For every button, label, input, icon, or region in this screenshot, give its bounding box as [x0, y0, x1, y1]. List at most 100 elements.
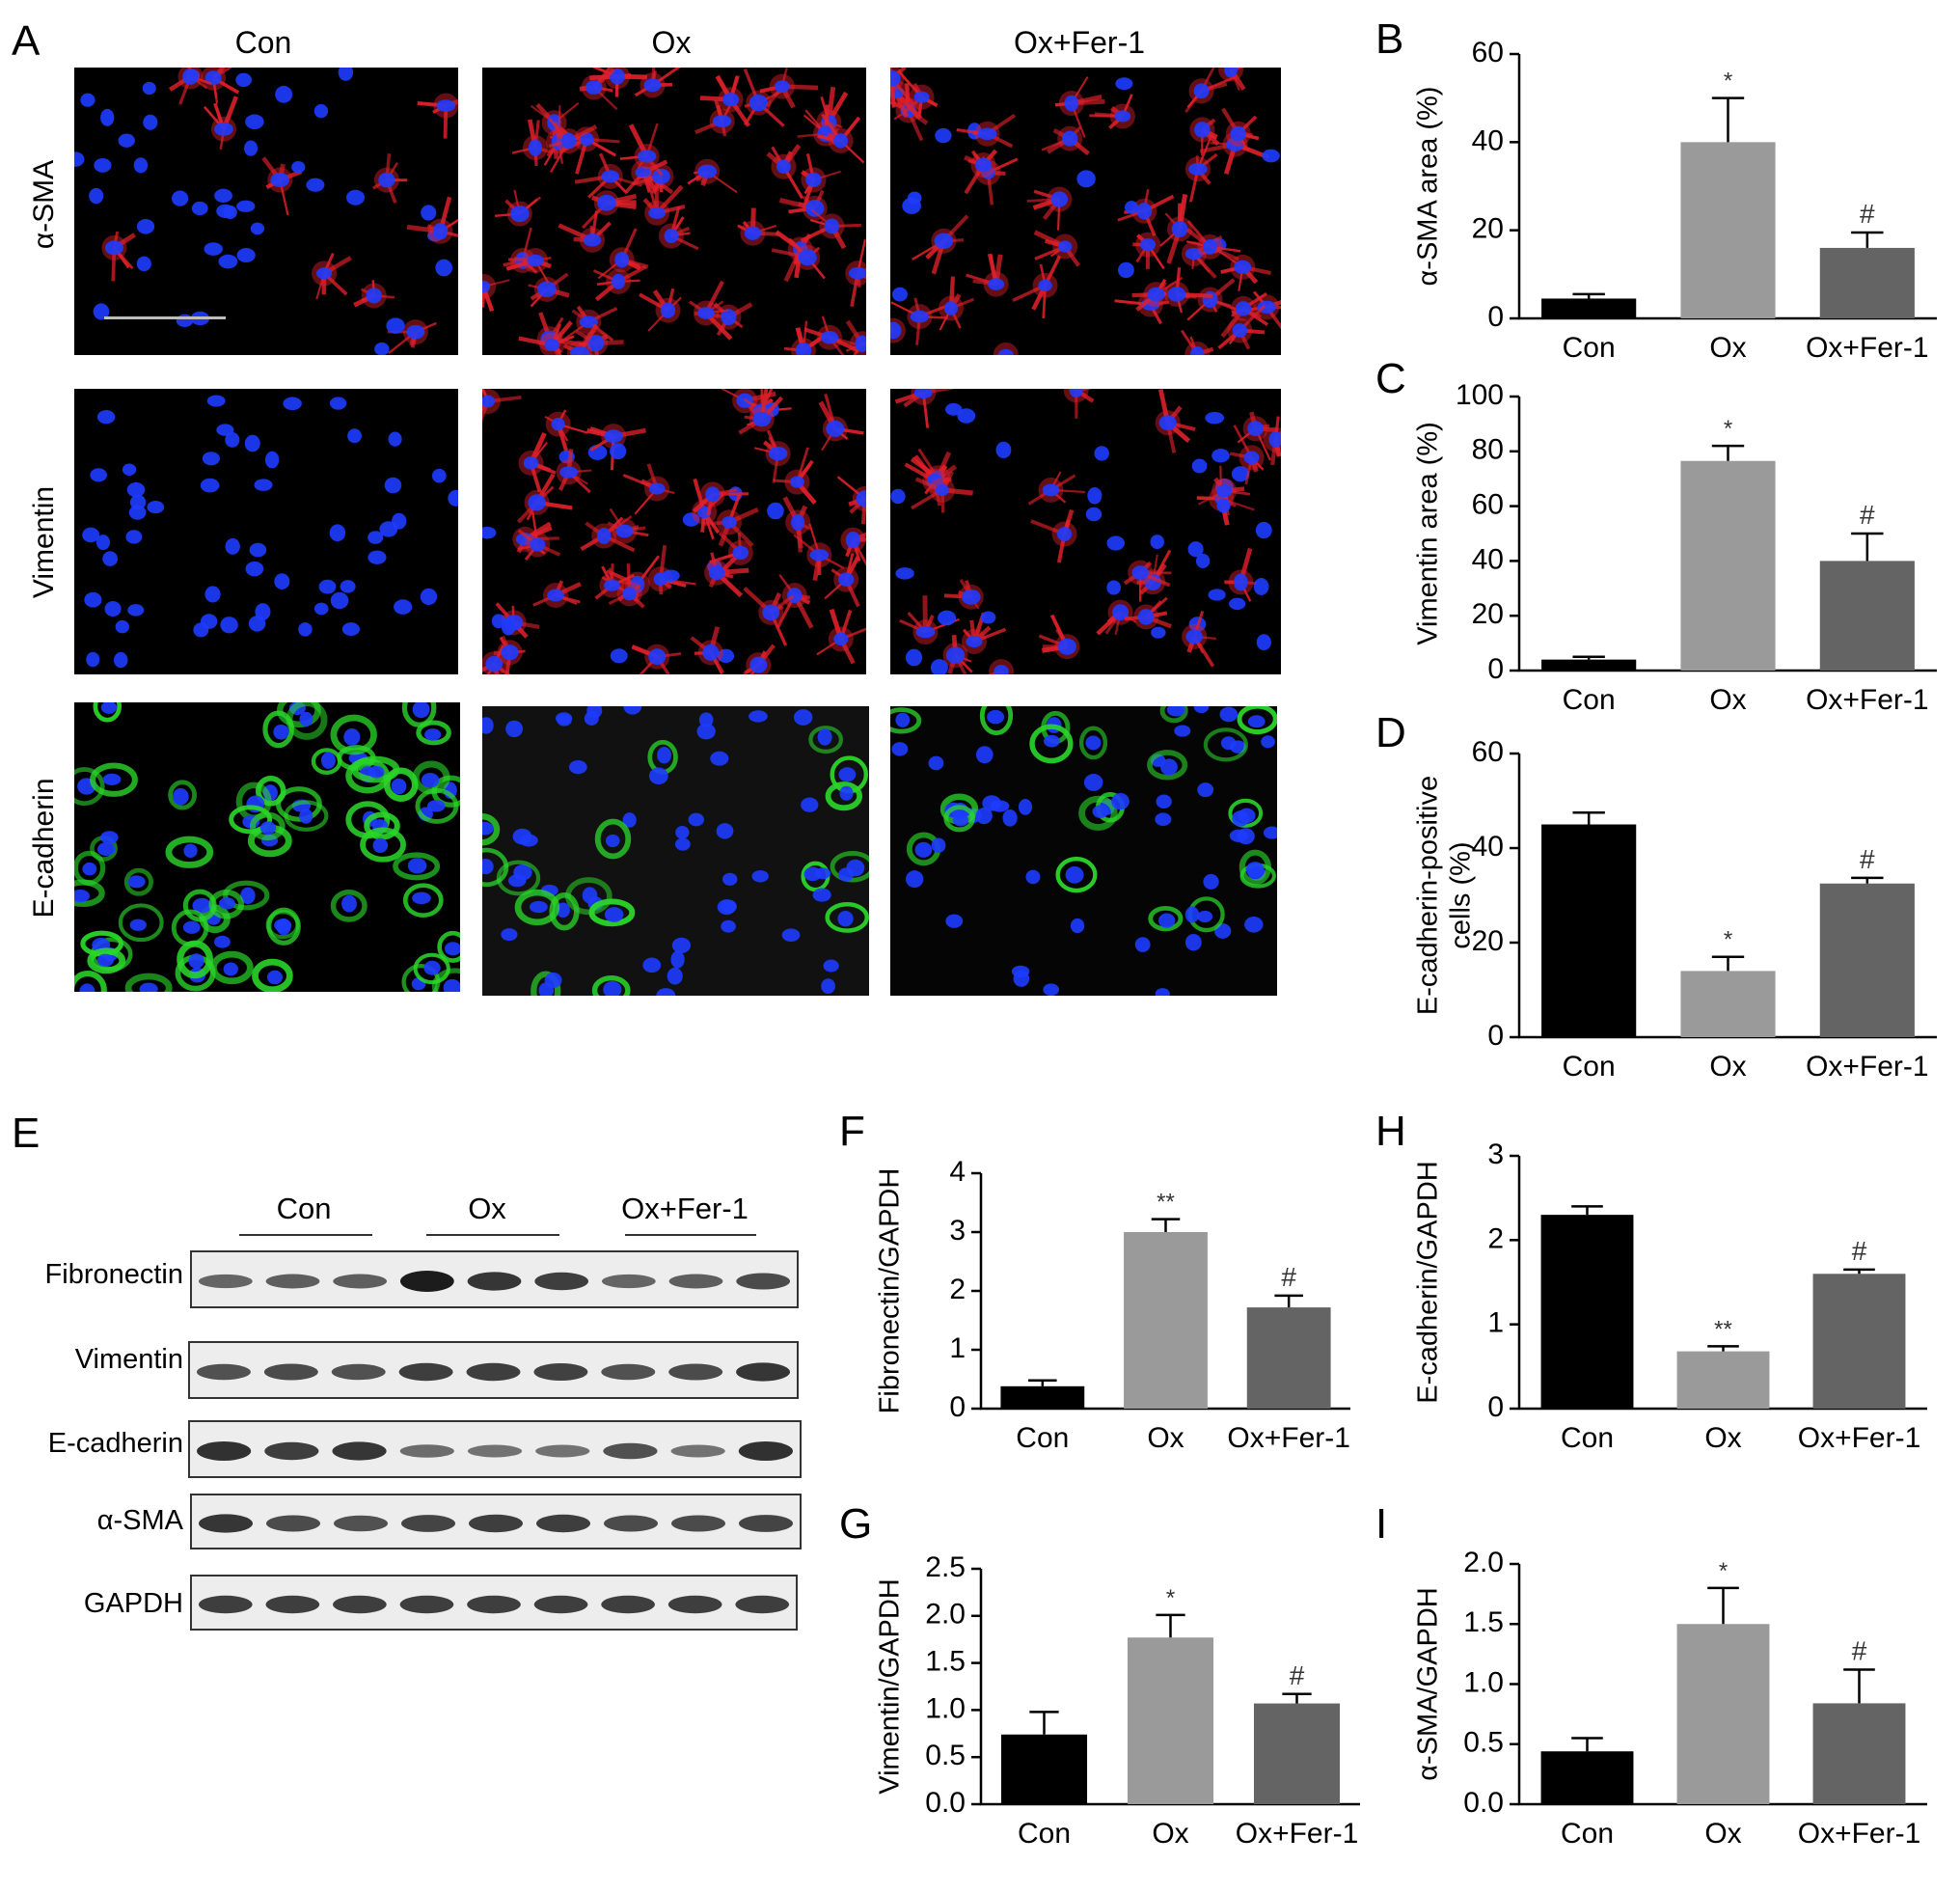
cell-nucleus: [1042, 483, 1060, 497]
cell-nucleus: [674, 837, 691, 851]
y-tick-label: 2: [1487, 1222, 1504, 1254]
cell-nucleus: [696, 723, 716, 740]
significance-annotation: *: [1166, 1585, 1175, 1611]
cell-nucleus: [915, 625, 936, 639]
cell-nucleus: [372, 837, 389, 853]
cell-nucleus: [482, 280, 491, 293]
cell-nucleus: [341, 622, 360, 637]
y-tick-label: 0: [1487, 653, 1504, 685]
cell-nucleus: [259, 821, 277, 836]
cell-nucleus: [648, 482, 666, 495]
error-bar: [1707, 1586, 1739, 1625]
cell-nucleus: [721, 919, 736, 933]
chart-f-fibronectin-gapdh: Fibronectin/GAPDH 0 1 2 3 4 Con ** Ox # Ox+Fer-1: [851, 1148, 1362, 1467]
cell-stain: [431, 968, 460, 992]
cell-nucleus: [368, 765, 385, 779]
cell-nucleus: [648, 648, 667, 666]
cell-nucleus: [507, 874, 527, 888]
cell-stain: [808, 726, 844, 754]
cell-nucleus: [1011, 965, 1030, 978]
wb-label-gapdh: GAPDH: [83, 1588, 183, 1619]
cell-nucleus: [182, 920, 201, 934]
y-tick-label: 40: [1472, 124, 1504, 156]
cell-nucleus: [1137, 609, 1155, 625]
cell-nucleus: [752, 411, 772, 427]
blot-band: [736, 1362, 791, 1382]
cell-nucleus: [136, 256, 151, 272]
cell-stain: [1239, 849, 1271, 886]
cell-nucleus: [974, 157, 993, 173]
cell-nucleus: [1118, 261, 1134, 279]
cell-nucleus: [249, 542, 267, 558]
cell-nucleus: [1193, 706, 1210, 714]
blot-band: [535, 1444, 590, 1458]
cell-nucleus: [1203, 873, 1219, 890]
significance-annotation: *: [1724, 69, 1732, 95]
cell-nucleus: [943, 301, 958, 315]
cell-nucleus: [997, 348, 1014, 355]
blot-band: [671, 1515, 725, 1532]
cell-nucleus: [482, 395, 495, 408]
cell-nucleus: [1232, 810, 1249, 827]
cell-nucleus: [975, 808, 993, 825]
x-tick-label: Con: [1018, 1818, 1071, 1850]
cell-nucleus: [623, 706, 642, 715]
y-axis-label: Fibronectin/GAPDH: [875, 1168, 906, 1414]
cell-nucleus: [732, 545, 749, 561]
cell-nucleus: [423, 960, 441, 975]
cell-nucleus: [856, 490, 866, 507]
cell-nucleus: [122, 463, 137, 477]
cell-nucleus: [1158, 415, 1177, 431]
cell-nucleus: [721, 309, 737, 326]
significance-annotation: **: [1714, 1316, 1732, 1342]
cell-nucleus: [938, 610, 957, 626]
cell-nucleus: [329, 524, 346, 542]
wb-strip-vimentin: [188, 1341, 799, 1399]
cell-nucleus: [717, 899, 736, 916]
significance-annotation: #: [1852, 1236, 1867, 1266]
cell-nucleus: [1076, 170, 1096, 188]
x-tick-label: Ox: [1709, 1051, 1746, 1083]
y-tick-label: 0.5: [1463, 1727, 1504, 1759]
cell-nucleus: [1092, 805, 1109, 818]
cell-nucleus: [142, 81, 156, 96]
cell-stain: [118, 903, 164, 943]
cell-nucleus: [905, 648, 923, 667]
cell-nucleus: [1235, 301, 1252, 316]
cell-nucleus: [838, 767, 857, 782]
cell-nucleus: [935, 127, 952, 144]
cell-stain: [413, 952, 450, 985]
cell-nucleus: [1156, 794, 1172, 809]
bar-con: [1541, 659, 1637, 671]
cell-stain: [1147, 750, 1188, 781]
cell-stain: [1159, 706, 1188, 724]
blot-band: [739, 1515, 793, 1532]
cell-nucleus: [392, 512, 407, 530]
cell-nucleus: [95, 535, 111, 551]
blot-band: [668, 1274, 723, 1289]
blot-band: [469, 1514, 523, 1533]
cell-nucleus: [1224, 68, 1239, 78]
chart-b-asma-area: α-SMA area (%) 0 20 40 60 Con * Ox # Ox+Fer-1: [1389, 29, 1948, 376]
panel-letter-b: B: [1375, 15, 1404, 63]
cell-nucleus: [182, 69, 199, 85]
y-tick-label: 0.5: [925, 1740, 966, 1771]
cell-stain: [208, 889, 245, 919]
x-tick-label: Ox+Fer-1: [1806, 1051, 1929, 1083]
cell-nucleus: [412, 891, 431, 905]
chart-i-asma-gapdh: α-SMA/GAPDH 0.0 0.5 1.0 1.5 2.0 Con * Ox # Ox+Fer-…: [1389, 1539, 1939, 1862]
cell-nucleus: [509, 205, 530, 223]
cell-nucleus: [1057, 638, 1076, 655]
cell-nucleus: [519, 834, 538, 847]
micro-col-head-ox: Ox: [651, 25, 692, 60]
cell-nucleus: [94, 157, 112, 173]
cell-nucleus: [1195, 553, 1211, 569]
cell-nucleus: [1190, 345, 1205, 355]
cell-nucleus: [1233, 573, 1248, 591]
y-tick-label: 1.0: [925, 1692, 966, 1724]
cell-nucleus: [551, 417, 565, 431]
cell-nucleus: [444, 942, 460, 956]
cell-nucleus: [102, 551, 118, 566]
cell-nucleus: [1166, 706, 1185, 717]
